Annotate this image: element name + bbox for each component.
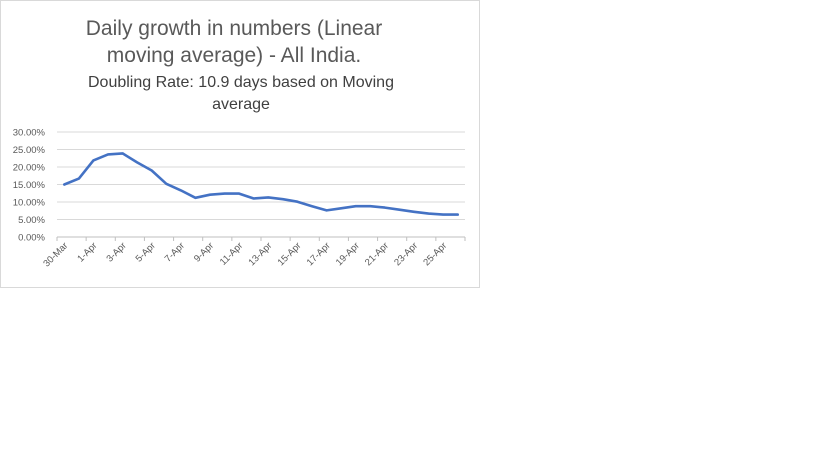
chart-subtitle-line: average xyxy=(212,96,270,113)
chart-title-line: moving average) - All India. xyxy=(107,44,361,67)
gridlines xyxy=(57,131,465,220)
x-tick-label: 1-Apr xyxy=(75,240,99,264)
x-tick-label: 15-Apr xyxy=(276,240,304,268)
y-tick-label: 15.00% xyxy=(13,180,46,191)
x-tick-label: 7-Apr xyxy=(163,240,187,264)
x-tick-label: 3-Apr xyxy=(104,240,128,264)
y-tick-label: 10.00% xyxy=(13,198,46,209)
x-tick-label: 19-Apr xyxy=(334,240,362,268)
x-tick-label: 9-Apr xyxy=(192,240,216,264)
line-chart: Daily growth in numbers (Linear moving a… xyxy=(13,17,466,269)
chart-title: Daily growth in numbers (Linear moving a… xyxy=(86,17,382,67)
chart-subtitle-line: Doubling Rate: 10.9 days based on Moving xyxy=(88,74,394,91)
series-layer xyxy=(62,152,460,216)
x-tick-label: 25-Apr xyxy=(421,240,449,268)
chart-frame: Daily growth in numbers (Linear moving a… xyxy=(0,0,480,288)
x-tick-label: 17-Apr xyxy=(305,240,333,268)
x-tick-label: 5-Apr xyxy=(134,240,158,264)
x-tick-label: 13-Apr xyxy=(246,240,274,268)
series-line xyxy=(62,152,460,216)
chart-title-line: Daily growth in numbers (Linear xyxy=(86,17,382,40)
x-tick-label: 30-Mar xyxy=(41,240,70,269)
y-axis: 0.00% 5.00% 10.00% 15.00% 20.00% 25.00% 30.00% xyxy=(13,128,46,244)
y-tick-label: 0.00% xyxy=(18,233,45,244)
y-tick-label: 20.00% xyxy=(13,163,46,174)
x-tick-label: 11-Apr xyxy=(218,240,245,267)
x-axis: 30-Mar 1-Apr 3-Apr 5-Apr 7-Apr 9-Apr 11-Apr 13-… xyxy=(41,236,466,269)
chart-subtitle: Doubling Rate: 10.9 days based on Moving… xyxy=(88,74,394,113)
y-tick-label: 25.00% xyxy=(13,145,46,156)
x-tick-label: 21-Apr xyxy=(363,240,391,268)
x-tick-label: 23-Apr xyxy=(392,240,420,268)
y-tick-label: 30.00% xyxy=(13,128,46,139)
y-tick-label: 5.00% xyxy=(18,215,45,226)
